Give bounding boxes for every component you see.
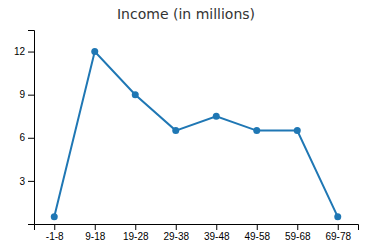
- x-tick-label: -1-8: [46, 231, 64, 242]
- y-tick-label: 6: [19, 132, 25, 143]
- point: [253, 127, 260, 134]
- point: [172, 127, 179, 134]
- x-tick: 69-78: [325, 224, 351, 242]
- point: [91, 48, 98, 55]
- x-axis-line: [35, 225, 359, 231]
- point: [213, 113, 220, 120]
- x-tick-mark: [95, 224, 96, 230]
- y-tick: 6: [19, 132, 34, 143]
- x-tick-label: 69-78: [325, 231, 351, 242]
- x-tick-label: 59-68: [285, 231, 311, 242]
- y-axis: 3 6 9 12: [14, 31, 35, 225]
- y-tick-label: 9: [19, 89, 25, 100]
- x-tick-mark: [176, 224, 177, 230]
- x-tick-mark: [54, 224, 55, 230]
- x-tick-mark: [338, 224, 339, 230]
- point: [294, 127, 301, 134]
- y-tick: 9: [19, 89, 34, 100]
- point: [132, 91, 139, 98]
- x-tick: 39-48: [204, 224, 230, 242]
- line: [54, 52, 338, 217]
- point: [51, 213, 58, 220]
- y-tick-label: 12: [14, 46, 26, 57]
- x-tick: 59-68: [285, 224, 311, 242]
- x-tick-label: 29-38: [163, 231, 189, 242]
- x-tick-mark: [216, 224, 217, 230]
- plot-area: -1-8 9-18 19-28 29-38 39-48 49-58 59-68 69-78 3 6…: [14, 31, 359, 243]
- y-tick-mark: [28, 52, 34, 53]
- title: Income (in millions): [117, 6, 255, 22]
- y-tick-mark: [28, 181, 34, 182]
- x-tick: 9-18: [85, 224, 105, 242]
- x-tick-label: 49-58: [244, 231, 270, 242]
- x-axis: -1-8 9-18 19-28 29-38 39-48 49-58 59-68 69-78: [35, 224, 359, 242]
- y-tick: 3: [19, 176, 34, 187]
- y-tick-mark: [28, 95, 34, 96]
- x-tick-mark: [297, 224, 298, 230]
- series: [51, 48, 342, 220]
- y-axis-line: [28, 31, 35, 225]
- x-tick-mark: [135, 224, 136, 230]
- x-tick: -1-8: [46, 224, 64, 242]
- y-tick: 12: [14, 46, 34, 57]
- x-tick-label: 19-28: [123, 231, 149, 242]
- y-tick-mark: [28, 138, 34, 139]
- x-tick-label: 39-48: [204, 231, 230, 242]
- x-tick-mark: [257, 224, 258, 230]
- point: [334, 213, 341, 220]
- x-tick: 19-28: [123, 224, 149, 242]
- chart: -1-8 9-18 19-28 29-38 39-48 49-58 59-68 69-78 3 6…: [0, 0, 372, 250]
- x-tick: 29-38: [163, 224, 189, 242]
- x-tick-label: 9-18: [85, 231, 105, 242]
- y-tick-label: 3: [19, 176, 25, 187]
- x-tick: 49-58: [244, 224, 270, 242]
